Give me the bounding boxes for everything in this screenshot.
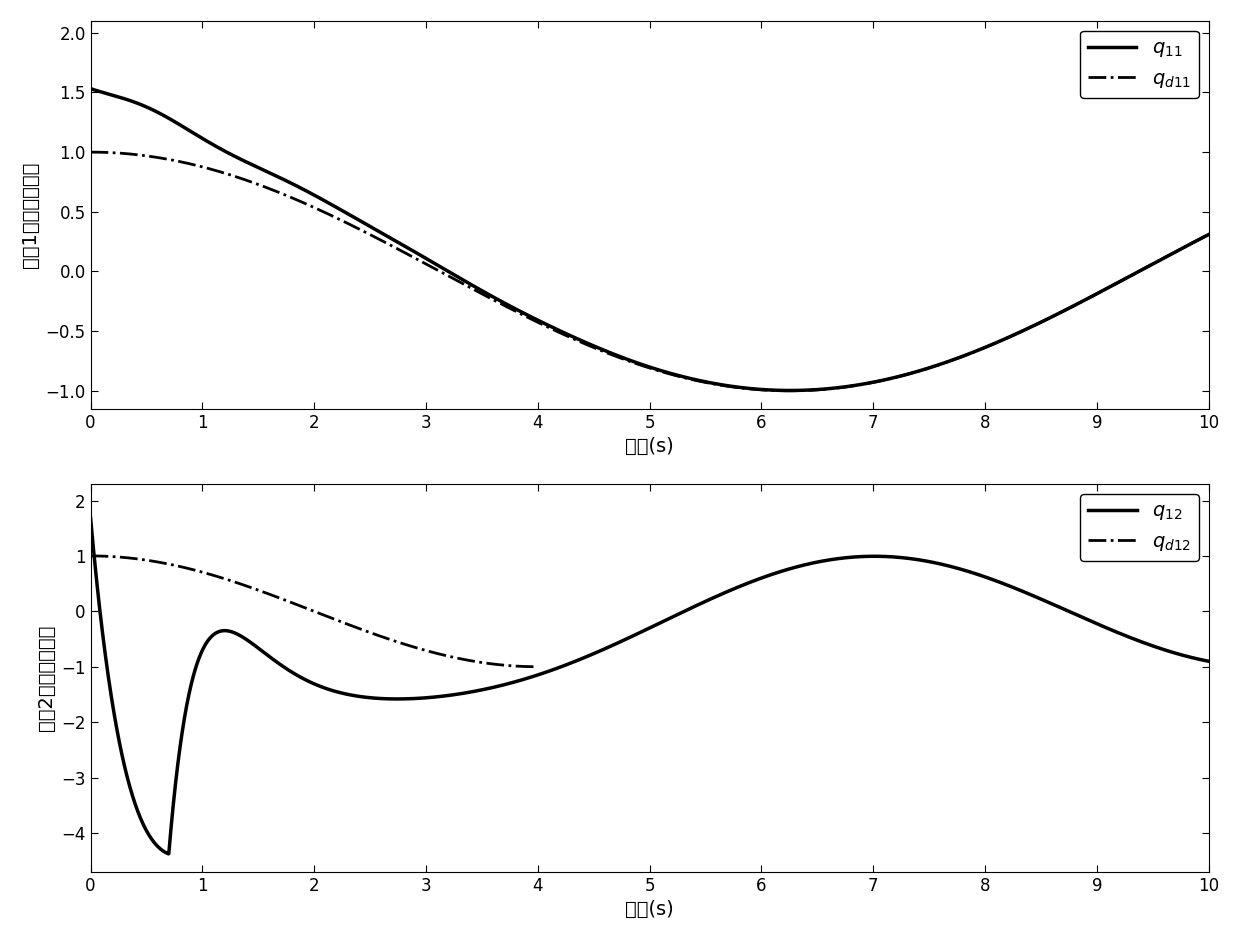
X-axis label: 时间(s): 时间(s)	[625, 901, 673, 919]
$q_{d12}$	[233, 578, 248, 589]
$q_{d12}$	[277, 594, 291, 605]
$q_{d12}$	[143, 555, 157, 566]
Legend: $q_{11}$, $q_{d11}$: $q_{11}$, $q_{d11}$	[1080, 31, 1199, 98]
Line: $q_{11}$: $q_{11}$	[91, 88, 1209, 390]
$q_{12}$	[1179, 650, 1194, 662]
$q_{d11}$	[1202, 229, 1216, 241]
$q_{12}$	[560, 659, 575, 670]
$q_{12}$	[278, 662, 293, 673]
$q_{11}$	[277, 174, 291, 185]
$q_{11}$	[1179, 240, 1194, 251]
$q_{d12}$	[529, 661, 544, 672]
$q_{11}$	[211, 142, 226, 153]
Line: $q_{12}$: $q_{12}$	[91, 517, 1209, 854]
Line: $q_{d11}$: $q_{d11}$	[91, 152, 1209, 391]
$q_{11}$	[1202, 229, 1216, 241]
Y-axis label: 关节2位置跟踪性能: 关节2位置跟踪性能	[37, 625, 56, 731]
Y-axis label: 关节1位置跟踪性能: 关节1位置跟踪性能	[21, 162, 40, 268]
X-axis label: 时间(s): 时间(s)	[625, 437, 673, 456]
$q_{d11}$	[277, 189, 291, 200]
$q_{12}$	[83, 511, 98, 523]
$q_{12}$	[512, 675, 527, 686]
$q_{d11}$	[781, 385, 796, 397]
$q_{d11}$	[83, 147, 98, 158]
$q_{12}$	[1202, 655, 1216, 666]
$q_{11}$	[560, 329, 575, 340]
Line: $q_{d12}$: $q_{d12}$	[91, 556, 537, 666]
$q_{11}$	[83, 83, 98, 94]
$q_{d11}$	[1179, 240, 1194, 251]
$q_{d12}$	[327, 614, 342, 625]
$q_{d11}$	[512, 307, 527, 319]
$q_{d11}$	[1059, 304, 1074, 315]
$q_{12}$	[211, 626, 226, 637]
$q_{12}$	[161, 848, 176, 859]
Legend: $q_{12}$, $q_{d12}$: $q_{12}$, $q_{d12}$	[1080, 494, 1199, 561]
$q_{11}$	[512, 306, 527, 317]
$q_{11}$	[1059, 304, 1074, 315]
$q_{d12}$	[317, 610, 332, 621]
$q_{11}$	[782, 384, 797, 396]
$q_{d12}$	[159, 557, 174, 569]
$q_{d11}$	[560, 331, 575, 342]
$q_{d12}$	[83, 550, 98, 561]
$q_{d11}$	[211, 165, 226, 177]
$q_{12}$	[1059, 604, 1074, 616]
